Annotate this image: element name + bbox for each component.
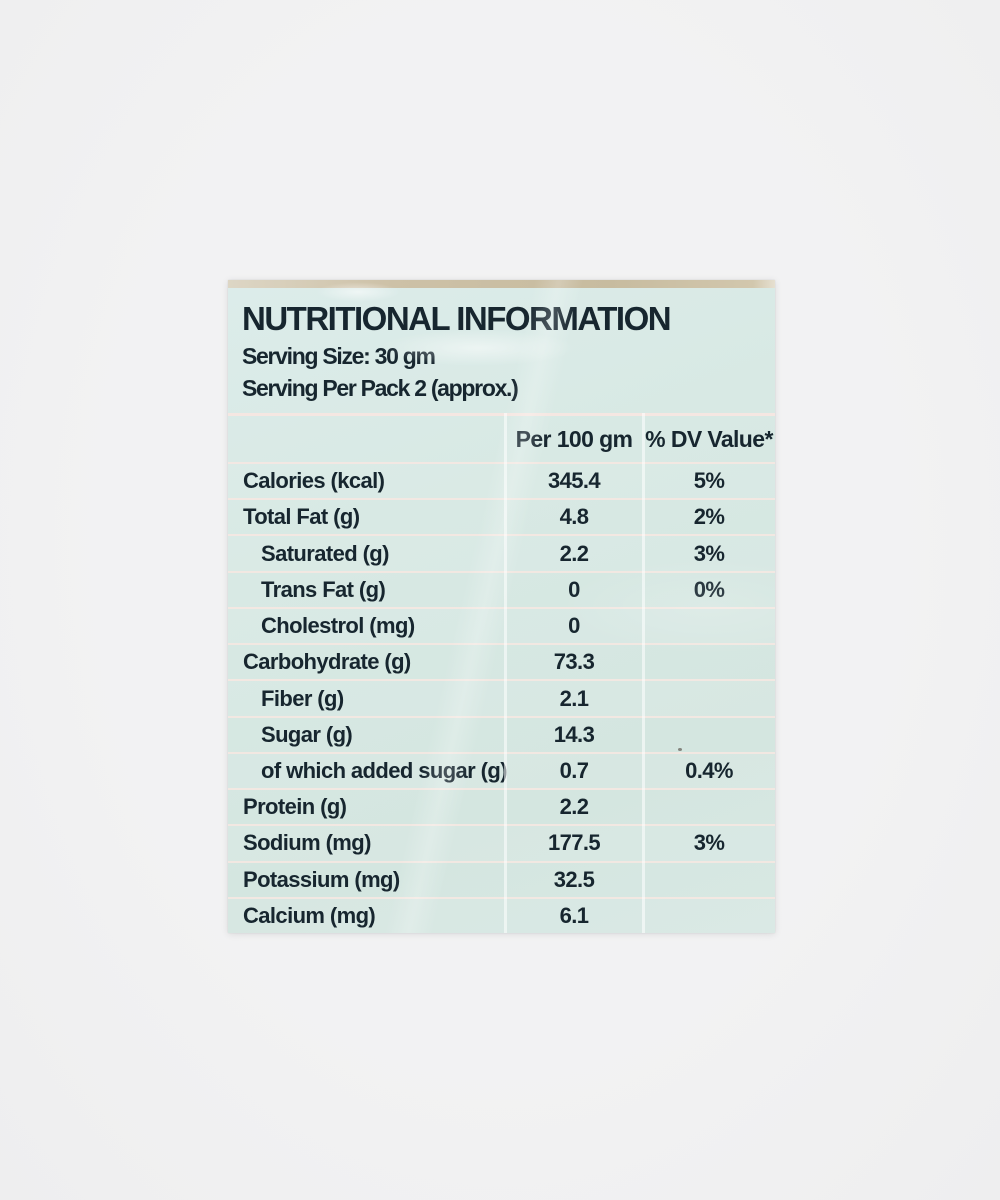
row-label: Trans Fat (g) (261, 576, 386, 602)
label-title: NUTRITIONAL INFORMATION (242, 300, 672, 337)
column-header-dv-value: % DV Value* (645, 425, 773, 452)
row-value-per-100gm: 2.2 (559, 540, 589, 566)
row-label: Sodium (mg) (243, 830, 371, 856)
row-value-per-100gm: 6.1 (559, 902, 589, 928)
table-row: of which added sugar (g) 0.7 0.4% (228, 751, 775, 789)
row-value-dv: 3% (693, 830, 725, 856)
row-value-dv: 3% (693, 540, 725, 566)
table-row: Calories (kcal) 345.4 5% (228, 462, 775, 499)
serving-size-text: Serving Size: 30 gm (242, 343, 436, 369)
row-value-per-100gm: 177.5 (547, 830, 601, 856)
table-row: Protein (g) 2.2 (228, 788, 775, 824)
row-value-per-100gm: 4.8 (559, 504, 589, 530)
row-value-dv: 2% (693, 504, 725, 530)
column-header-per-100gm: Per 100 gm (515, 425, 633, 452)
row-value-per-100gm: 2.1 (559, 685, 589, 711)
table-row: Trans Fat (g) 0 0% (228, 570, 775, 607)
row-label: of which added sugar (g) (261, 757, 508, 783)
row-value-dv: 0% (693, 576, 725, 602)
table-row: Cholestrol (mg) 0 (228, 606, 775, 644)
table-row: Saturated (g) 2.2 3% (228, 534, 775, 571)
row-value-per-100gm: 73.3 (553, 649, 595, 675)
row-value-per-100gm: 0.7 (559, 757, 589, 783)
row-label: Protein (g) (243, 794, 347, 820)
row-value-per-100gm: 0 (568, 613, 580, 639)
table-row: Potassium (mg) 32.5 (228, 860, 775, 897)
row-label: Fiber (g) (261, 685, 344, 711)
row-value-per-100gm: 32.5 (553, 866, 595, 892)
row-label: Carbohydrate (g) (243, 649, 411, 675)
table-row: Total Fat (g) 4.8 2% (228, 498, 775, 534)
table-row: Sodium (mg) 177.5 3% (228, 824, 775, 861)
row-value-per-100gm: 2.2 (559, 794, 589, 820)
table-row: Carbohydrate (g) 73.3 (228, 643, 775, 679)
nutrition-label: NUTRITIONAL INFORMATION Serving Size: 30… (228, 280, 775, 934)
row-label: Calories (kcal) (243, 468, 385, 494)
nutrition-table: Per 100 gm % DV Value* Calories (kcal) 3… (228, 413, 775, 934)
row-label: Calcium (mg) (243, 902, 376, 928)
row-label: Potassium (mg) (243, 866, 400, 892)
row-value-dv: 5% (693, 468, 725, 494)
table-header-row: Per 100 gm % DV Value* (228, 413, 775, 462)
photo-speck (678, 748, 682, 751)
package-edge-strip (228, 280, 775, 288)
row-label: Saturated (g) (261, 540, 389, 566)
row-label: Sugar (g) (261, 721, 353, 747)
row-value-per-100gm: 0 (568, 576, 580, 602)
row-label: Cholestrol (mg) (261, 613, 415, 639)
row-value-dv: 0.4% (685, 757, 733, 783)
table-row: Fiber (g) 2.1 (228, 679, 775, 716)
row-value-per-100gm: 14.3 (553, 721, 595, 747)
table-row: Sugar (g) 14.3 (228, 715, 775, 752)
serving-per-pack-text: Serving Per Pack 2 (approx.) (242, 375, 519, 401)
table-row: Calcium (mg) 6.1 (228, 896, 775, 934)
row-label: Total Fat (g) (243, 504, 360, 530)
row-value-per-100gm: 345.4 (547, 468, 601, 494)
